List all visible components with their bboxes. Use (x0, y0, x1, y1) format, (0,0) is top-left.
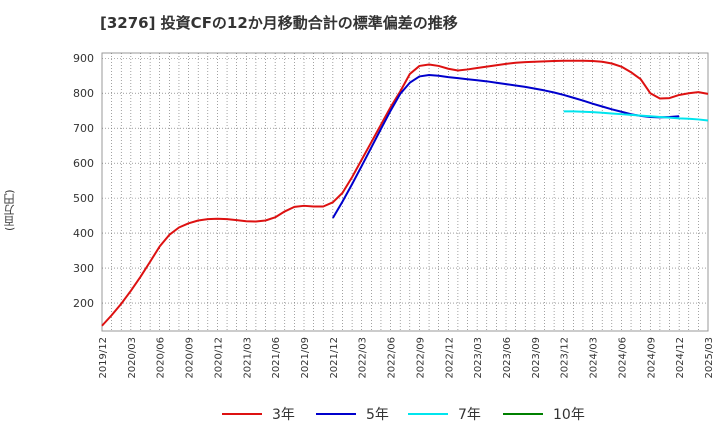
x-tick-labels: 2019/12 2020/03 2020/06 2020/09 2020/12 2021/… (98, 337, 715, 379)
series-line-7年 (563, 110, 709, 122)
y-tick-label: 300 (73, 262, 94, 275)
x-tick-label: 2023/12 (560, 337, 571, 379)
legend: 3年 5年 7年 10年 (0, 402, 720, 426)
legend-item: 5年 (316, 404, 389, 424)
x-tick-label: 2021/09 (300, 337, 311, 379)
legend-item: 3年 (222, 404, 295, 424)
legend-swatch (222, 413, 262, 415)
y-tick-label: 400 (73, 227, 94, 240)
plot-frame (101, 52, 709, 332)
y-tick-label: 600 (73, 157, 94, 170)
x-tick-label: 2024/09 (646, 337, 657, 379)
legend-label: 3年 (272, 407, 295, 423)
y-tick-label: 800 (73, 87, 94, 100)
x-tick-label: 2023/09 (531, 337, 542, 379)
legend-swatch (408, 413, 448, 415)
series-line-5年 (331, 74, 680, 219)
y-tick-labels: 200 300 400 500 600 700 800 900 (73, 52, 94, 310)
x-tick-label: 2022/06 (387, 337, 398, 379)
chart-title: [3276] 投資CFの12か月移動合計の標準偏差の推移 (100, 14, 458, 32)
x-tick-label: 2025/03 (704, 337, 715, 379)
legend-swatch (316, 413, 356, 415)
x-tick-label: 2023/06 (502, 337, 513, 379)
x-tick-label: 2023/03 (473, 337, 484, 379)
y-tick-label: 900 (73, 52, 94, 65)
x-tick-label: 2020/06 (156, 337, 167, 379)
x-tick-label: 2020/12 (213, 337, 224, 379)
x-tick-label: 2022/03 (358, 337, 369, 379)
legend-label: 5年 (366, 407, 389, 423)
x-tick-label: 2021/06 (271, 337, 282, 379)
legend-label: 10年 (553, 407, 585, 423)
x-tick-label: 2024/03 (589, 337, 600, 379)
y-tick-label: 200 (73, 297, 94, 310)
x-tick-label: 2022/09 (415, 337, 426, 379)
series-lines (101, 59, 709, 327)
legend-swatch (503, 413, 543, 415)
grid-horizontal (102, 57, 708, 304)
y-tick-label: 700 (73, 122, 94, 135)
x-tick-label: 2024/12 (675, 337, 686, 379)
grid-vertical (111, 53, 699, 331)
legend-item: 10年 (503, 404, 585, 424)
x-tick-label: 2020/09 (185, 337, 196, 379)
series-line-3年 (101, 59, 709, 327)
legend-label: 7年 (458, 407, 481, 423)
y-tick-label: 500 (73, 192, 94, 205)
x-tick-label: 2022/12 (444, 337, 455, 379)
x-tick-label: 2020/03 (127, 337, 138, 379)
x-tick-label: 2021/12 (329, 337, 340, 379)
legend-item: 7年 (408, 404, 481, 424)
x-tick-label: 2024/06 (617, 337, 628, 379)
x-tick-label: 2021/03 (242, 337, 253, 379)
x-tick-label: 2019/12 (98, 337, 109, 379)
